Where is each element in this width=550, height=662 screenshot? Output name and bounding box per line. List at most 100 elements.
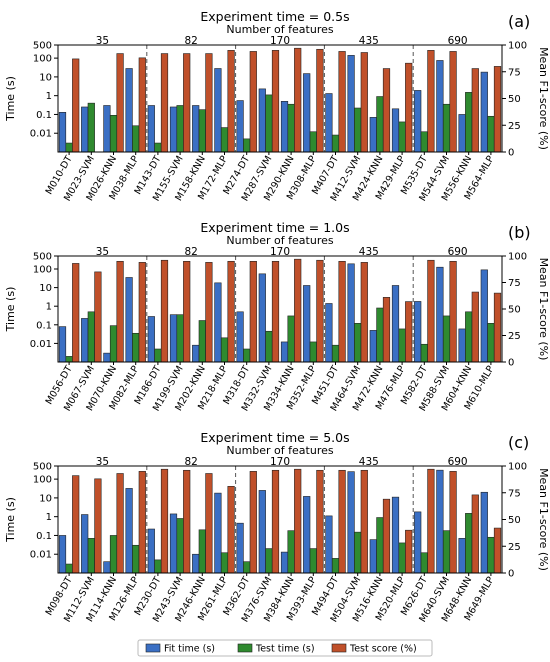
test-time-bar <box>398 328 406 363</box>
top-axis-label: Number of features <box>226 234 333 247</box>
fit-time-bar <box>280 341 289 363</box>
test-time-bar <box>243 348 251 363</box>
test-score-bar <box>138 471 146 574</box>
test-time-bar <box>287 315 295 363</box>
test-score-bar <box>94 271 102 363</box>
fit-time-bar <box>258 88 266 153</box>
test-score-bar <box>294 258 302 363</box>
fit-time-bar <box>280 551 289 574</box>
test-score-bar <box>493 527 502 574</box>
test-score-bar <box>160 53 169 153</box>
test-score-bar <box>94 478 102 574</box>
test-time-bar <box>220 552 229 574</box>
fit-time-bar <box>103 561 111 574</box>
y2-tick-label: 75 <box>508 488 521 499</box>
fit-time-bar <box>303 285 311 363</box>
test-score-bar <box>227 50 235 153</box>
y2-tick-label: 25 <box>508 121 521 132</box>
legend-label: Fit time (s) <box>164 644 215 655</box>
fit-time-bar <box>480 269 488 363</box>
test-score-bar <box>471 494 479 574</box>
test-time-bar <box>220 337 229 363</box>
fit-time-bar <box>214 68 222 153</box>
fit-time-bar <box>58 326 67 363</box>
fit-time-bar <box>458 114 466 153</box>
feature-group-label: 82 <box>185 246 198 258</box>
test-score-bar <box>360 469 368 574</box>
y-tick-label: 10 <box>39 493 52 504</box>
feature-group-label: 690 <box>448 456 468 468</box>
fit-time-bar <box>369 117 377 153</box>
fit-time-bar <box>325 515 333 574</box>
feature-group-label: 690 <box>448 246 468 258</box>
test-score-bar <box>227 486 235 574</box>
y-axis-label: Time (s) <box>4 76 17 122</box>
fit-time-bar <box>347 471 355 574</box>
fit-time-bar <box>214 492 222 574</box>
fit-time-bar <box>436 469 444 574</box>
test-time-bar <box>176 105 184 153</box>
feature-group-label: 435 <box>359 246 379 258</box>
test-score-bar <box>382 498 391 574</box>
test-time-bar <box>220 127 229 153</box>
y-tick-label: 500 <box>33 252 52 263</box>
feature-group-label: 35 <box>96 246 109 258</box>
y-tick-label: 0.01 <box>30 129 52 140</box>
test-score-bar <box>183 260 191 363</box>
test-time-bar <box>442 530 451 574</box>
fit-time-bar <box>236 522 244 574</box>
fit-time-bar <box>391 496 400 574</box>
test-time-bar <box>265 94 273 153</box>
feature-group-label: 435 <box>359 456 379 468</box>
feature-group-label: 82 <box>185 35 198 47</box>
fit-time-bar <box>147 528 155 574</box>
test-score-bar <box>294 47 302 153</box>
fit-time-bar <box>258 490 266 574</box>
plot-frame <box>57 44 503 153</box>
test-score-bar <box>427 50 435 153</box>
test-time-bar <box>465 92 473 153</box>
test-score-bar <box>405 301 413 363</box>
test-score-bar <box>183 53 191 153</box>
test-score-bar <box>471 68 479 153</box>
y-axis-label: Time (s) <box>4 497 17 543</box>
panel-label: (c) <box>508 433 529 452</box>
test-time-bar <box>354 323 362 363</box>
fit-time-bar <box>81 514 89 574</box>
panel-label: (b) <box>508 223 531 242</box>
test-time-bar <box>154 348 162 363</box>
fit-time-bar <box>192 553 200 574</box>
test-score-bar <box>427 259 435 363</box>
test-score-bar <box>249 51 257 153</box>
fit-time-bar <box>58 535 67 574</box>
test-score-bar <box>382 297 391 363</box>
test-score-bar <box>449 471 457 574</box>
test-score-bar <box>72 263 80 363</box>
fit-time-bar <box>325 93 333 153</box>
test-time-bar <box>198 109 206 153</box>
fit-time-bar <box>369 539 377 574</box>
y2-axis-label: Mean F1-score (%) <box>537 47 550 150</box>
legend-swatch <box>331 643 347 653</box>
test-time-bar <box>198 529 206 574</box>
y-tick-label: 1 <box>46 91 52 102</box>
feature-group-label: 82 <box>185 456 198 468</box>
test-time-bar <box>243 138 251 153</box>
test-score-bar <box>316 48 324 153</box>
test-score-bar <box>249 471 257 574</box>
fit-time-bar <box>480 71 488 153</box>
fit-time-bar <box>347 55 355 153</box>
test-score-bar <box>116 473 124 574</box>
test-score-bar <box>271 260 280 363</box>
fit-time-bar <box>391 108 400 153</box>
fit-time-bar <box>436 266 444 363</box>
test-score-bar <box>338 260 346 363</box>
chart-title: Experiment time = 0.5s <box>200 9 349 24</box>
test-time-bar <box>442 103 451 153</box>
test-score-bar <box>405 62 413 153</box>
test-time-bar <box>420 131 428 153</box>
test-time-bar <box>420 343 428 363</box>
test-time-bar <box>376 96 384 153</box>
y2-tick-label: 0 <box>508 358 514 369</box>
test-time-bar <box>154 559 162 574</box>
